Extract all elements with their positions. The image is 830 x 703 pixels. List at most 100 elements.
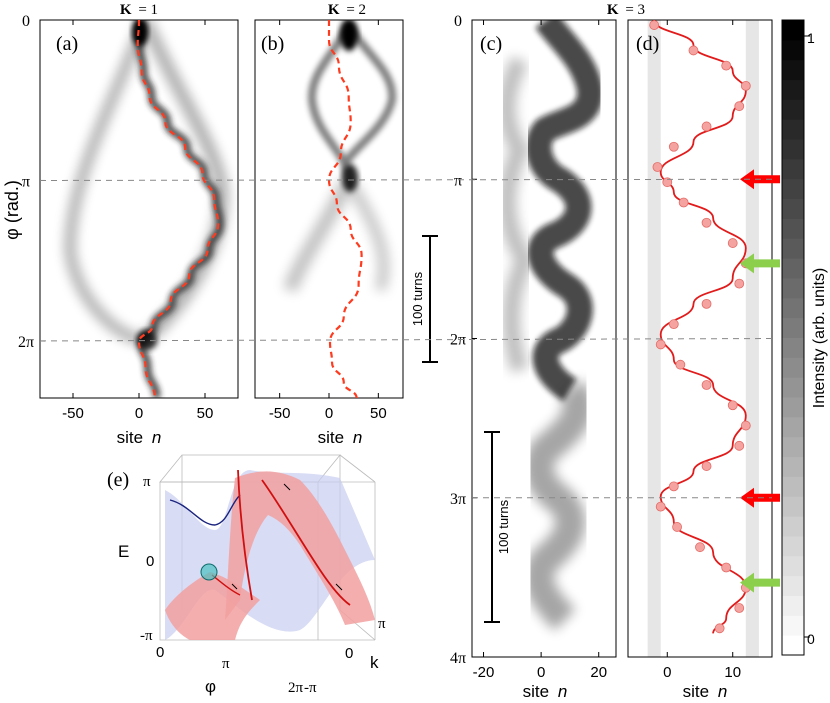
panel-e-y-tick-pi: π bbox=[378, 616, 386, 632]
data-point bbox=[727, 400, 738, 411]
panel-d-label: (d) bbox=[636, 33, 659, 55]
x-tick-label: 0 bbox=[135, 405, 143, 422]
panel-c-xlabel: site n bbox=[523, 682, 568, 701]
panel-d-xlabel: site n bbox=[683, 682, 728, 701]
panel-e-label: (e) bbox=[107, 469, 129, 491]
marker-arrow bbox=[740, 253, 780, 274]
panel-c-scale-label: 100 turns bbox=[496, 499, 511, 554]
colorbar-step bbox=[782, 218, 804, 239]
x-tick-label: 10 bbox=[724, 664, 741, 681]
y-tick-label: 3π bbox=[450, 491, 466, 508]
colorbar-step bbox=[782, 456, 804, 477]
panel-d-xlabel-var: n bbox=[718, 682, 727, 701]
data-point bbox=[688, 45, 699, 56]
panel-b-title-value: = 2 bbox=[346, 2, 366, 18]
colorbar-step bbox=[782, 357, 804, 378]
phase-guide-line bbox=[39, 178, 773, 181]
data-point bbox=[668, 319, 679, 330]
x-tick-label: 50 bbox=[197, 405, 214, 422]
y-tick-label: π bbox=[454, 172, 462, 189]
panel-b-axes: -50 0 50 bbox=[269, 20, 387, 422]
colorbar-step bbox=[782, 615, 804, 636]
panel-b-xlabel-var: n bbox=[353, 428, 362, 447]
data-point bbox=[701, 380, 712, 390]
data-point bbox=[734, 278, 745, 289]
colorbar-step bbox=[782, 317, 804, 338]
data-point bbox=[649, 20, 660, 30]
x-tick-label: -20 bbox=[473, 664, 495, 681]
panel-c-label: (c) bbox=[480, 33, 502, 55]
panel-e-z-tick-neg-pi: -π bbox=[140, 628, 153, 644]
panel-c-xlabel-var: n bbox=[558, 682, 567, 701]
colorbar-step bbox=[782, 377, 804, 398]
colorbar-step bbox=[782, 20, 804, 41]
panel-a-title-value: = 1 bbox=[138, 2, 158, 18]
colorbar-step bbox=[782, 337, 804, 358]
panel-e-blue-curve bbox=[169, 494, 241, 526]
panel-b-xlabel-text: site bbox=[318, 428, 344, 447]
colorbar-label: Intensity (arb. units) bbox=[811, 268, 828, 409]
x-tick-label: 20 bbox=[590, 664, 607, 681]
panel-c-title-value: = 3 bbox=[625, 2, 645, 18]
panel-c-heatmap bbox=[497, 20, 603, 631]
colorbar-step bbox=[782, 416, 804, 438]
panel-e: (e) π 0 -π E 0 π 2π φ -π 0 π k bbox=[107, 454, 386, 696]
colorbar-step bbox=[782, 277, 804, 299]
panel-b-title: K = 2 bbox=[328, 2, 366, 18]
colorbar-step bbox=[782, 496, 804, 517]
y-tick-label: 0 bbox=[454, 13, 462, 30]
panel-e-red-curve-1 bbox=[237, 469, 253, 601]
colorbar-step bbox=[782, 555, 804, 577]
phase-guide-lines bbox=[39, 178, 773, 499]
x-tick-label: -50 bbox=[62, 405, 84, 422]
y-tick-label: 2π bbox=[18, 334, 34, 351]
data-point bbox=[721, 562, 732, 573]
data-point bbox=[655, 501, 666, 512]
colorbar-frame bbox=[781, 19, 805, 656]
panel-c-xlabel-text: site bbox=[523, 682, 549, 701]
panel-c-title-symbol: K bbox=[607, 2, 619, 18]
panel-d-axes: 0 10 bbox=[663, 20, 741, 681]
colorbar-step bbox=[782, 119, 804, 140]
data-point bbox=[701, 217, 712, 228]
colorbar-step bbox=[782, 476, 804, 497]
data-point bbox=[740, 81, 751, 91]
data-point bbox=[714, 623, 725, 634]
panel-d: 0 10 (d) site n bbox=[627, 19, 780, 701]
panel-a-title-symbol: K bbox=[120, 2, 132, 18]
data-point bbox=[675, 359, 686, 370]
y-tick-label: 0 bbox=[22, 13, 30, 30]
x-tick-label: -50 bbox=[269, 405, 291, 422]
panel-b-heatmap bbox=[283, 20, 397, 293]
panel-e-y-tick-neg-pi: -π bbox=[304, 680, 317, 696]
panel-e-x-tick-pi: π bbox=[222, 656, 230, 672]
colorbar-step bbox=[782, 59, 804, 81]
colorbar-step bbox=[782, 99, 804, 120]
y-tick-label: π bbox=[22, 173, 30, 190]
data-point bbox=[701, 298, 712, 309]
panel-e-zlabel: E bbox=[118, 542, 129, 561]
data-point bbox=[734, 440, 745, 451]
x-tick-label: 0 bbox=[663, 664, 671, 681]
panel-e-red-curve-2 bbox=[261, 479, 351, 606]
data-point bbox=[668, 481, 679, 492]
colorbar-step bbox=[782, 535, 804, 557]
data-point bbox=[662, 177, 673, 188]
colorbar-step bbox=[782, 397, 804, 418]
panel-b-title-symbol: K bbox=[328, 2, 340, 18]
panel-e-crossing-circle bbox=[200, 563, 218, 581]
panel-d-fit-line bbox=[653, 19, 747, 634]
panel-e-z-tick-pi: π bbox=[143, 474, 151, 490]
colorbar-steps bbox=[782, 20, 804, 656]
panel-a-xlabel-var: n bbox=[152, 428, 161, 447]
data-point bbox=[721, 60, 732, 71]
panel-e-ylabel: k bbox=[370, 653, 379, 672]
colorbar-step bbox=[782, 198, 804, 219]
data-point bbox=[734, 603, 745, 613]
panel-e-x-tick-0: 0 bbox=[156, 644, 164, 661]
colorbar-step bbox=[782, 297, 804, 319]
data-point bbox=[740, 420, 751, 431]
colorbar-step bbox=[782, 178, 804, 200]
panel-b: K = 2 -50 0 50 (b) 100 turns site n bbox=[254, 2, 438, 447]
